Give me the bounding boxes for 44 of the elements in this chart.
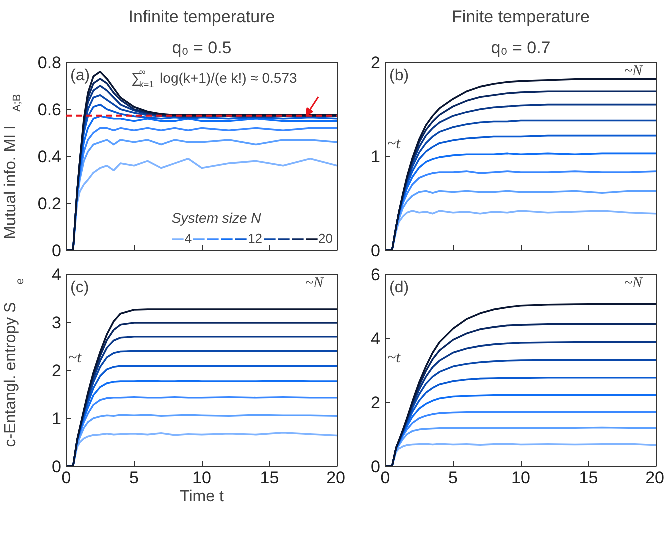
y-tick-label: 1 (52, 410, 62, 428)
annotation: (b) (390, 68, 410, 84)
annotation: ~N (624, 276, 644, 292)
y-tick-label: 0 (52, 242, 62, 260)
y-tick-label: 6 (371, 266, 381, 284)
chart-title: Finite temperature (452, 8, 590, 26)
x-tick-label: 15 (260, 468, 280, 488)
x-axis-title: Time t (180, 488, 224, 506)
chart-title: Infinite temperature (128, 8, 276, 26)
y-tick-label: 3 (52, 314, 62, 332)
y-tick-label: 0.4 (38, 148, 62, 166)
annotation: ~t (388, 350, 402, 367)
annotation: ~N (305, 276, 324, 292)
legend-title: System size N (172, 210, 262, 226)
x-tick-label: 10 (192, 468, 212, 488)
y-axis-title: c-Entangl. entropy Se (2, 278, 26, 448)
y-tick-label: 0.8 (38, 54, 62, 72)
y-tick-label: 4 (371, 330, 381, 348)
y-tick-label: 0.2 (38, 194, 62, 214)
chart-subtitle: q₀ = 0.5 (172, 38, 232, 58)
x-tick-label: 10 (512, 468, 530, 488)
x-tick-label: 20 (646, 468, 664, 488)
y-tick-label: 4 (52, 266, 62, 284)
y-axis-title: Mutual info. MI IA;B (2, 94, 24, 240)
y-tick-label: 2 (52, 362, 62, 380)
chart-subtitle: q₀ = 0.7 (491, 38, 551, 58)
legend-label: 4 (184, 231, 192, 246)
legend-label: 20 (318, 231, 333, 246)
annotation: ~t (388, 136, 402, 153)
annotation: (a) (70, 68, 90, 84)
legend-label: 12 (248, 231, 263, 246)
y-tick-label: 0.6 (38, 100, 62, 120)
annotation: (c) (70, 280, 90, 296)
annotation: ~N (624, 64, 644, 80)
x-tick-label: 15 (579, 468, 598, 488)
annotation: (d) (390, 280, 410, 296)
y-tick-label: 2 (371, 394, 381, 412)
x-tick-label: 20 (326, 468, 346, 488)
y-tick-label: 0 (371, 242, 381, 260)
y-tick-label: 1 (371, 148, 381, 166)
annotation: ~t (68, 350, 82, 367)
x-tick-label: 5 (448, 468, 458, 488)
x-tick-label: 5 (130, 468, 139, 488)
y-tick-label: 2 (371, 54, 381, 72)
